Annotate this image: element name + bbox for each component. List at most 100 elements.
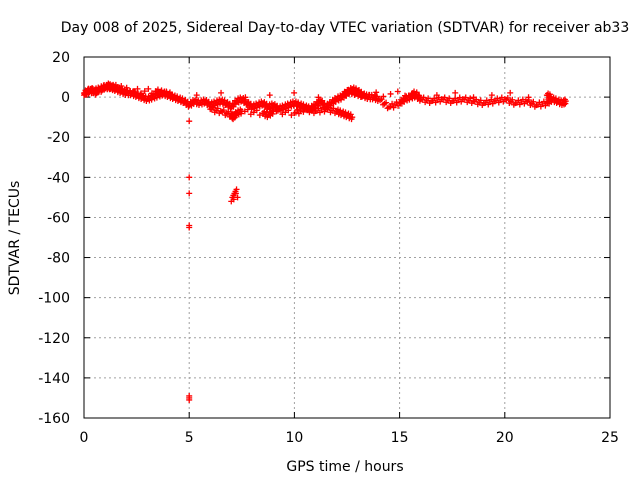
data-point-marker: [394, 88, 401, 95]
data-point-marker: [123, 84, 130, 91]
data-point-marker: [98, 88, 105, 95]
data-point-marker: [130, 88, 137, 95]
data-point-marker: [234, 194, 241, 201]
data-point-marker: [462, 94, 469, 101]
data-point-marker: [241, 108, 248, 115]
data-point-marker: [134, 85, 141, 92]
data-point-marker: [456, 94, 463, 101]
data-point-marker: [269, 110, 276, 117]
data-point-marker: [358, 92, 365, 99]
data-point-marker: [230, 196, 237, 203]
data-point-marker: [420, 94, 427, 101]
data-point-marker: [349, 114, 356, 121]
data-point-marker: [256, 112, 263, 119]
data-point-marker: [218, 89, 225, 96]
data-point-marker: [530, 98, 537, 105]
data-point-marker: [253, 107, 260, 114]
data-point-marker: [332, 98, 339, 105]
y-tick-label: -20: [47, 130, 70, 146]
data-point-marker: [291, 89, 298, 96]
data-point-marker: [452, 95, 459, 102]
x-tick-label: 20: [496, 430, 514, 446]
data-point-marker: [309, 105, 316, 112]
y-tick-label: -120: [38, 331, 70, 347]
y-tick-label: -40: [47, 170, 70, 186]
data-point-marker: [244, 106, 251, 113]
data-point-marker: [425, 95, 432, 102]
data-point-marker: [186, 174, 193, 181]
data-point-marker: [266, 92, 273, 99]
x-tick-label: 0: [80, 430, 89, 446]
data-point-marker: [519, 96, 526, 103]
x-tick-label: 5: [185, 430, 194, 446]
data-point-marker: [276, 106, 283, 113]
y-tick-label: -80: [47, 251, 70, 267]
y-tick-labels: 20 0 -20 -40 -60 -80 -100 -120 -140 -160: [38, 50, 70, 427]
x-axis-label: GPS time / hours: [286, 459, 403, 475]
data-point-marker: [220, 107, 227, 114]
data-point-marker: [441, 94, 448, 101]
chart-title: Day 008 of 2025, Sidereal Day-to-day VTE…: [61, 20, 630, 36]
x-tick-label: 25: [601, 430, 619, 446]
data-point-marker: [210, 104, 217, 111]
data-point-marker: [225, 108, 232, 115]
data-points: [81, 80, 569, 403]
data-point-marker: [373, 89, 380, 96]
y-tick-label: -140: [38, 371, 70, 387]
data-point-marker: [148, 90, 155, 97]
data-point-marker: [477, 97, 484, 104]
data-point-marker: [186, 224, 193, 231]
data-point-marker: [285, 107, 292, 114]
data-point-marker: [494, 95, 501, 102]
data-point-marker: [498, 94, 505, 101]
data-point-marker: [279, 111, 286, 118]
data-point-marker: [91, 86, 98, 93]
data-point-marker: [380, 93, 387, 100]
data-point-marker: [232, 190, 239, 197]
data-point-marker: [145, 85, 152, 92]
data-point-marker: [389, 100, 396, 107]
data-point-marker: [250, 109, 257, 116]
data-point-marker: [452, 89, 459, 96]
data-point-marker: [504, 95, 511, 102]
data-point-marker: [509, 96, 516, 103]
data-point-marker: [446, 95, 453, 102]
data-point-marker: [273, 108, 280, 115]
data-point-marker: [325, 104, 332, 111]
data-point-marker: [169, 92, 176, 99]
data-point-marker: [401, 98, 408, 105]
data-point-marker: [525, 94, 532, 101]
y-tick-label: -100: [38, 291, 70, 307]
data-point-marker: [365, 91, 372, 98]
data-point-marker: [548, 94, 555, 101]
data-point-marker: [536, 99, 543, 106]
y-tick-label: -60: [47, 210, 70, 226]
data-point-marker: [387, 90, 394, 97]
data-point-marker: [118, 83, 125, 90]
data-point-marker: [232, 101, 239, 108]
data-point-marker: [562, 98, 569, 105]
data-point-marker: [402, 92, 409, 99]
plot-border: [83, 56, 611, 419]
plot-frame: [83, 56, 611, 419]
data-point-marker: [515, 97, 522, 104]
x-tick-label: 10: [285, 430, 303, 446]
data-point-marker: [282, 109, 289, 116]
data-point-marker: [488, 92, 495, 99]
data-point-marker: [507, 89, 514, 96]
data-point-marker: [247, 111, 254, 118]
data-point-marker: [415, 92, 422, 99]
data-point-marker: [288, 112, 295, 119]
data-point-marker: [483, 97, 490, 104]
data-point-marker: [540, 98, 547, 105]
data-point-marker: [304, 104, 311, 111]
data-point-marker: [294, 106, 301, 113]
data-point-marker: [330, 105, 337, 112]
data-point-marker: [186, 118, 193, 125]
data-point-marker: [186, 190, 193, 197]
x-tick-label: 15: [391, 430, 409, 446]
data-point-marker: [298, 105, 305, 112]
data-point-marker: [433, 92, 440, 99]
